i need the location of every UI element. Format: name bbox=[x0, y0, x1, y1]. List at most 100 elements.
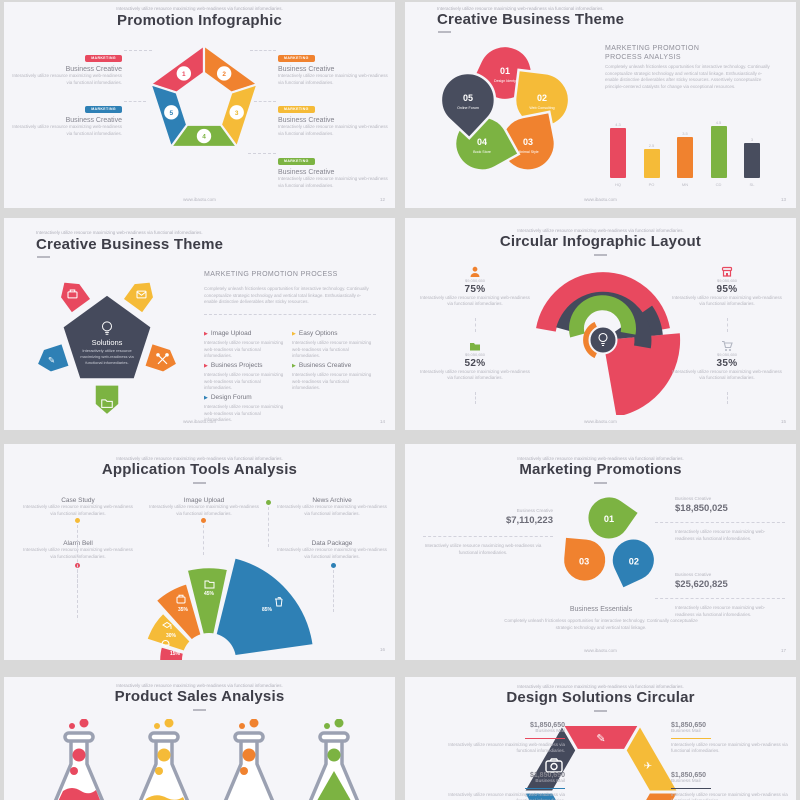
stat-label: Business Mail bbox=[671, 779, 701, 784]
stat-connector bbox=[727, 318, 728, 332]
slide-tagline: Interactively utilize resource maximizin… bbox=[116, 683, 283, 688]
stat-amount: $9,050,650 bbox=[464, 278, 486, 283]
slide-tagline: Interactively utilize resource maximizin… bbox=[517, 684, 684, 689]
yellow-dot bbox=[75, 518, 80, 523]
stat-body: Interactively utilize resource maximizin… bbox=[420, 368, 530, 381]
slide-thumbnail-circular-infographic-layout[interactable]: Interactively utilize resource maximizin… bbox=[405, 218, 796, 430]
stat-connector bbox=[475, 318, 476, 332]
svg-text:01: 01 bbox=[604, 514, 614, 524]
blue-dot bbox=[331, 563, 336, 568]
bar-cd: 4.5 bbox=[710, 110, 727, 178]
arrow-bullet-icon: ▶ bbox=[292, 363, 296, 369]
stat-block-top-left: $1,850,650 Business Mail Interactively u… bbox=[445, 722, 565, 755]
stat-label: Business Mail bbox=[535, 779, 565, 784]
svg-text:05: 05 bbox=[463, 93, 473, 103]
tri-petal-chart: 01 02 03 bbox=[562, 495, 656, 591]
caption-body: Completely unleash frictionless opportun… bbox=[504, 618, 698, 630]
slide-thumbnail-creative-business-theme[interactable]: Interactively utilize resource maximizin… bbox=[405, 2, 796, 208]
stat-amount: $9,050,650 bbox=[464, 352, 486, 357]
callout-connector bbox=[203, 525, 204, 555]
title-dash bbox=[438, 31, 451, 33]
slide-thumbnail-product-sales-analysis[interactable]: Interactively utilize resource maximizin… bbox=[4, 677, 395, 800]
stat-underline-red bbox=[525, 737, 565, 739]
slide-title: Creative Business Theme bbox=[36, 236, 224, 253]
stat-label: Business Creative bbox=[675, 572, 712, 577]
page-number: 15 bbox=[780, 419, 786, 424]
stat-body: Interactively utilize resource maximizin… bbox=[424, 543, 542, 555]
flask-orange: ✎ bbox=[223, 719, 275, 800]
svg-text:Online Forum: Online Forum bbox=[457, 106, 479, 110]
page-number: 14 bbox=[379, 419, 385, 424]
callout-title: Business Creative bbox=[65, 117, 122, 124]
lightbulb-icon bbox=[102, 321, 112, 335]
arrow-bullet-icon: ▶ bbox=[292, 331, 296, 337]
slide-thumbnail-promotion-infographic[interactable]: Interactively utilize resource maximizin… bbox=[4, 2, 395, 208]
footer-url: www.ibaotu.com bbox=[183, 419, 216, 424]
svg-text:2: 2 bbox=[222, 71, 226, 78]
cart-icon bbox=[722, 340, 733, 351]
page-number: 17 bbox=[780, 648, 786, 653]
callout-connector bbox=[268, 507, 269, 547]
title-dash bbox=[37, 256, 50, 258]
svg-text:03: 03 bbox=[579, 556, 589, 566]
slide-title: Product Sales Analysis bbox=[114, 688, 285, 705]
callout-image-upload: Image Upload Interactively utilize resou… bbox=[149, 497, 259, 516]
callout-title: Business Creative bbox=[278, 117, 335, 124]
folder-icon bbox=[470, 343, 480, 351]
person-icon bbox=[470, 266, 480, 277]
stat-body: Interactively utilize resource maximizin… bbox=[675, 529, 766, 541]
stat-block-bottom-left: $1,850,650 Business Mail Interactively u… bbox=[445, 772, 565, 800]
section-paragraph: Completely unleash frictionless opportun… bbox=[204, 286, 369, 305]
svg-text:03: 03 bbox=[523, 137, 533, 147]
tools-icon bbox=[156, 353, 169, 365]
feature-item: ▶ Business Projects Interactively utilize… bbox=[204, 362, 284, 391]
svg-text:85%: 85% bbox=[262, 607, 273, 613]
stat-amount: $1,850,650 bbox=[671, 772, 707, 779]
svg-text:35%: 35% bbox=[178, 607, 189, 613]
callout-case-study: Case Study Interactively utilize resourc… bbox=[23, 497, 133, 516]
pentagon-arrows-diagram: ✎ bbox=[36, 281, 178, 416]
arrow-bullet-icon: ▶ bbox=[204, 363, 208, 369]
slide-thumbnail-application-tools-analysis[interactable]: Interactively utilize resource maximizin… bbox=[4, 444, 395, 660]
stat-body: Interactively utilize resource maximizin… bbox=[671, 791, 788, 800]
green-dot bbox=[266, 500, 271, 505]
caption-title: Business Essentials bbox=[569, 606, 633, 613]
slide-thumbnail-creative-business-theme-2[interactable]: Interactively utilize resource maximizin… bbox=[4, 218, 395, 430]
slide-title: Creative Business Theme bbox=[437, 11, 625, 28]
callout-title: Business Creative bbox=[278, 169, 335, 176]
callout-connector bbox=[77, 525, 78, 587]
callout-body: Interactively utilize resource maximizin… bbox=[12, 73, 122, 85]
svg-text:4: 4 bbox=[202, 134, 206, 141]
callout-marketing-1: MARKETING Business Creative Interactivel… bbox=[12, 46, 122, 86]
slide-title: Application Tools Analysis bbox=[101, 461, 298, 478]
feature-item: ▶ Design Forum Interactively utilize reso… bbox=[204, 394, 284, 423]
marketing-badge: MARKETING bbox=[85, 105, 122, 113]
callout-body: Interactively utilize resource maximizin… bbox=[278, 73, 388, 85]
folder-icon bbox=[101, 399, 113, 408]
stat-label: Business Creative bbox=[516, 508, 553, 513]
marketing-badge: MARKETING bbox=[85, 54, 122, 62]
stat-amount: $9,050,650 bbox=[716, 352, 738, 357]
svg-text:30%: 30% bbox=[166, 633, 177, 639]
briefcase-icon bbox=[67, 289, 78, 299]
stat-label: Business Mail bbox=[671, 729, 701, 734]
feature-item: ▶ Business Creative Interactively utilize… bbox=[292, 362, 372, 391]
slide-thumbnail-marketing-promotions[interactable]: Interactively utilize resource maximizin… bbox=[405, 444, 796, 660]
slide-title: Design Solutions Circular bbox=[506, 689, 695, 706]
title-dash bbox=[594, 710, 607, 712]
bar-sl: 3 bbox=[744, 110, 760, 178]
folder-icon bbox=[204, 580, 215, 589]
stat-divider bbox=[655, 522, 785, 523]
page-number: 13 bbox=[780, 197, 786, 202]
pencil-icon: ✎ bbox=[596, 733, 605, 745]
slide-thumbnail-design-solutions-circular[interactable]: Interactively utilize resource maximizin… bbox=[405, 677, 796, 800]
stat-percent: 95% bbox=[716, 283, 738, 295]
svg-text:Web Consulting: Web Consulting bbox=[529, 106, 554, 110]
callout-title: Business Creative bbox=[65, 66, 122, 73]
stat-amount: $25,620,825 bbox=[675, 578, 728, 590]
bar-hq: 4.3 bbox=[610, 110, 626, 178]
camera-icon bbox=[545, 758, 563, 773]
stat-underline-yellow bbox=[671, 737, 711, 739]
svg-text:Book Store: Book Store bbox=[473, 150, 491, 154]
